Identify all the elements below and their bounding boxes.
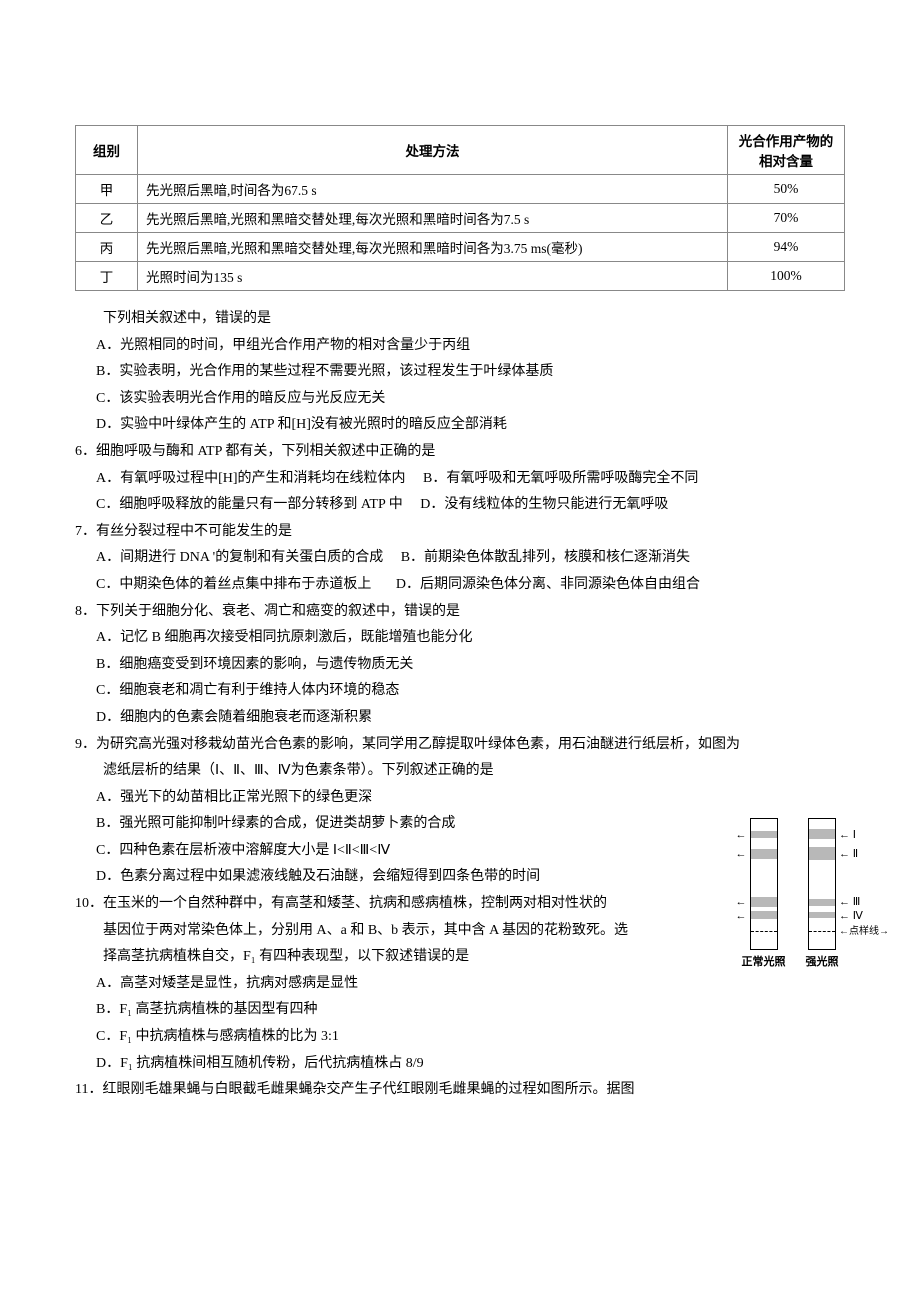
q5-option-b: B．实验表明，光合作用的某些过程不需要光照，该过程发生于叶绿体基质 [75,359,845,386]
cell-result: 70% [728,204,845,233]
q9-option-b: B．强光照可能抑制叶绿素的合成，促进类胡萝卜素的合成 [75,811,730,838]
cell-method: 先光照后黑暗,光照和黑暗交替处理,每次光照和黑暗时间各为3.75 ms(毫秒) [138,233,728,262]
pigment-band [751,849,777,859]
pigment-band [751,831,777,838]
q6-stem: 6．细胞呼吸与酶和 ATP 都有关，下列相关叙述中正确的是 [75,439,845,466]
pigment-band [809,847,835,860]
col-group-header: 组别 [76,126,138,175]
q10-stem2: 基因位于两对常染色体上，分别用 A、a 和 B、b 表示，其中含 A 基因的花粉… [75,918,730,945]
band-label-2: ← Ⅱ [839,849,858,860]
q10-option-d: D．F₁ 抗病植株间相互随机传粉，后代抗病植株占 8/9 [75,1051,730,1078]
q7-option-c: C．中期染色体的着丝点集中排布于赤道板上 [96,577,371,592]
pigment-band [751,911,777,919]
pigment-band [809,899,835,906]
q8-option-b: B．细胞癌变受到环境因素的影响，与遗传物质无关 [75,652,845,679]
experiment-table: 组别 处理方法 光合作用产物的相对含量 甲先光照后黑暗,时间各为67.5 s50… [75,125,845,291]
baseline [751,931,777,932]
pigment-band [809,829,835,839]
q5-option-a: A．光照相同的时间，甲组光合作用产物的相对含量少于丙组 [75,333,845,360]
q6-options-line1: A．有氧呼吸过程中[H]的产生和消耗均在线粒体内 B．有氧呼吸和无氧呼吸所需呼吸… [75,466,845,493]
table-row: 丁光照时间为135 s100% [76,262,845,291]
baseline [809,931,835,932]
q7-option-a: A．间期进行 DNA '的复制和有关蛋白质的合成 [96,550,383,565]
q6-option-a: A．有氧呼吸过程中[H]的产生和消耗均在线粒体内 [96,471,406,486]
arrow-left-icon: ← [736,849,747,860]
q9-option-c: C．四种色素在层析液中溶解度大小是 Ⅰ<Ⅱ<Ⅲ<Ⅳ [75,838,730,865]
baseline-label: ←点样线→ [839,927,889,937]
cell-method: 先光照后黑暗,时间各为67.5 s [138,175,728,204]
q7-options-line1: A．间期进行 DNA '的复制和有关蛋白质的合成 B．前期染色体散乱排列，核膜和… [75,545,845,572]
lane-strong-label: 强光照 [806,953,839,969]
q6-option-d: D．没有线粒体的生物只能进行无氧呼吸 [420,497,668,512]
q7-option-b: B．前期染色体散乱排列，核膜和核仁逐渐消失 [401,550,690,565]
q10-option-a: A．高茎对矮茎是显性，抗病对感病是显性 [75,971,730,998]
table-row: 甲先光照后黑暗,时间各为67.5 s50% [76,175,845,204]
q10-option-c: C．F₁ 中抗病植株与感病植株的比为 3:1 [75,1024,730,1051]
band-label-4: ← Ⅳ [839,911,863,922]
cell-result: 94% [728,233,845,262]
q8-option-a: A．记忆 B 细胞再次接受相同抗原刺激后，既能增殖也能分化 [75,625,845,652]
q7-stem: 7．有丝分裂过程中不可能发生的是 [75,519,845,546]
q10-stem3: 择高茎抗病植株自交，F₁ 有四种表现型，以下叙述错误的是 [75,944,730,971]
q6-options-line2: C．细胞呼吸释放的能量只有一部分转移到 ATP 中 D．没有线粒体的生物只能进行… [75,492,845,519]
cell-group: 丙 [76,233,138,262]
q10-option-b: B．F₁ 高茎抗病植株的基因型有四种 [75,997,730,1024]
q5-intro: 下列相关叙述中，错误的是 [75,306,845,333]
pigment-band [809,912,835,918]
band-label-1: ← Ⅰ [839,830,856,841]
band-label-3: ← Ⅲ [839,897,860,908]
q9-option-d: D．色素分离过程中如果滤液线触及石油醚，会缩短得到四条色带的时间 [75,864,730,891]
q6-option-b: B．有氧呼吸和无氧呼吸所需呼吸酶完全不同 [423,471,698,486]
arrow-left-icon: ← [736,911,747,922]
q6-option-c: C．细胞呼吸释放的能量只有一部分转移到 ATP 中 [96,497,403,512]
q7-options-line2: C．中期染色体的着丝点集中排布于赤道板上 D．后期同源染色体分离、非同源染色体自… [75,572,845,599]
arrow-left-icon: ← [736,897,747,908]
cell-result: 50% [728,175,845,204]
cell-method: 光照时间为135 s [138,262,728,291]
col-method-header: 处理方法 [138,126,728,175]
q9-stem2: 滤纸层析的结果（Ⅰ、Ⅱ、Ⅲ、Ⅳ为色素条带）。下列叙述正确的是 [75,758,730,785]
cell-group: 乙 [76,204,138,233]
q9-stem1: 9．为研究高光强对移栽幼苗光合色素的影响，某同学用乙醇提取叶绿体色素，用石油醚进… [75,732,845,759]
pigment-band [751,897,777,907]
q7-option-d: D．后期同源染色体分离、非同源染色体自由组合 [396,577,700,592]
table-row: 丙先光照后黑暗,光照和黑暗交替处理,每次光照和黑暗时间各为3.75 ms(毫秒)… [76,233,845,262]
q10-stem1: 10．在玉米的一个自然种群中，有高茎和矮茎、抗病和感病植株，控制两对相对性状的 [75,891,730,918]
cell-group: 甲 [76,175,138,204]
q8-option-c: C．细胞衰老和凋亡有利于维持人体内环境的稳态 [75,678,845,705]
table-row: 乙先光照后黑暗,光照和黑暗交替处理,每次光照和黑暗时间各为7.5 s70% [76,204,845,233]
chromatography-figure: ← ← ← ← 正常光照 ← Ⅰ ← Ⅱ ← Ⅲ ← Ⅳ ←点样线→ [735,758,845,969]
q5-option-c: C．该实验表明光合作用的暗反应与光反应无关 [75,386,845,413]
lane-normal: ← ← ← ← 正常光照 [742,818,786,969]
q9-option-a: A．强光下的幼苗相比正常光照下的绿色更深 [75,785,730,812]
lane-normal-label: 正常光照 [742,953,786,969]
arrow-left-icon: ← [736,830,747,841]
col-result-header: 光合作用产物的相对含量 [728,126,845,175]
cell-method: 先光照后黑暗,光照和黑暗交替处理,每次光照和黑暗时间各为7.5 s [138,204,728,233]
q11-stem: 11．红眼刚毛雄果蝇与白眼截毛雌果蝇杂交产生子代红眼刚毛雌果蝇的过程如图所示。据… [75,1077,730,1104]
cell-result: 100% [728,262,845,291]
q8-stem: 8．下列关于细胞分化、衰老、凋亡和癌变的叙述中，错误的是 [75,599,845,626]
cell-group: 丁 [76,262,138,291]
table-header-row: 组别 处理方法 光合作用产物的相对含量 [76,126,845,175]
q5-option-d: D．实验中叶绿体产生的 ATP 和[H]没有被光照时的暗反应全部消耗 [75,412,845,439]
lane-strong: ← Ⅰ ← Ⅱ ← Ⅲ ← Ⅳ ←点样线→ 强光照 [806,818,839,969]
q8-option-d: D．细胞内的色素会随着细胞衰老而逐渐积累 [75,705,845,732]
